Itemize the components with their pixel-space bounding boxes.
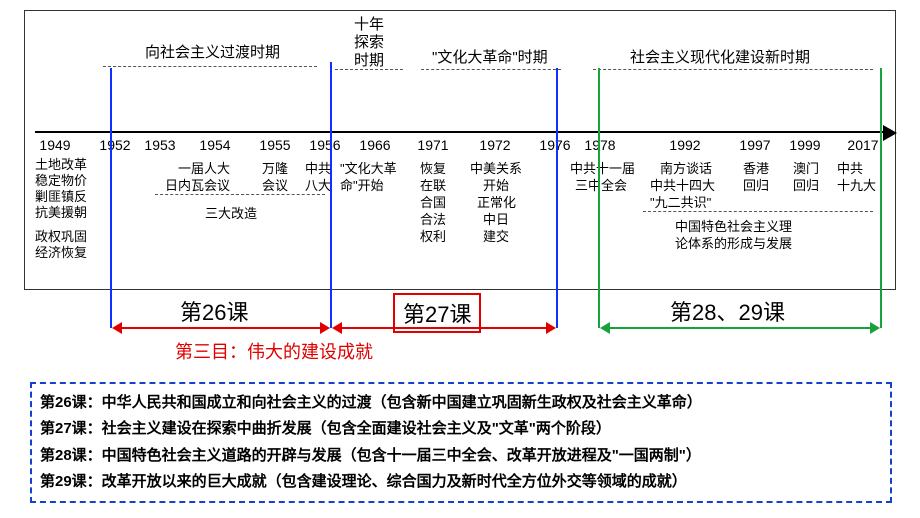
event-1956-2: 八大 (305, 178, 331, 194)
axis-arrow-icon (883, 125, 897, 141)
green-arrow-r (870, 322, 880, 334)
timeline-panel: 向社会主义过渡时期 十年 探索 时期 "文化大革命"时期 社会主义现代化建设新时… (24, 10, 896, 290)
event-1971-3: 合国 (420, 195, 446, 211)
subtitle-red: 第三目：伟大的建设成就 (175, 338, 373, 364)
year-1999: 1999 (789, 137, 820, 153)
year-1953: 1953 (144, 137, 175, 153)
green-line-1978 (598, 68, 600, 328)
event-1972-5: 建交 (483, 229, 509, 245)
year-2017: 2017 (847, 137, 878, 153)
year-1972: 1972 (479, 137, 510, 153)
period-2-line (335, 69, 403, 70)
event-1949-5: 政权巩固 (35, 229, 87, 245)
event-theory-1: 中国特色社会主义理 (675, 219, 792, 235)
event-1949-4: 抗美援朝 (35, 205, 87, 221)
lesson-26-label: 第26课 (180, 295, 248, 327)
year-1954: 1954 (199, 137, 230, 153)
event-1992-3: "九二共识" (650, 195, 711, 211)
event-1972-4: 中日 (483, 212, 509, 228)
red-arrow-r2 (546, 322, 556, 334)
lesson-2829-label: 第28、29课 (670, 295, 785, 327)
event-1949-3: 剿匪镇反 (35, 189, 87, 205)
legend-line-1: 第26课：中华人民共和国成立和向社会主义的过渡（包含新中国建立巩固新生政权及社会… (40, 390, 882, 416)
legend-box: 第26课：中华人民共和国成立和向社会主义的过渡（包含新中国建立巩固新生政权及社会… (30, 382, 892, 503)
period-3-line (421, 69, 561, 70)
event-1955_2: 会议 (262, 178, 288, 194)
green-arrow-l (600, 322, 610, 334)
event-sandai: 三大改造 (205, 206, 257, 222)
event-1971-1: 恢复 (420, 161, 446, 177)
year-1992: 1992 (669, 137, 700, 153)
blue-line-1976 (556, 68, 558, 328)
legend-line-4: 第29课：改革开放以来的巨大成就（包含建设理论、综合国力及新时代全方位外交等领域… (40, 469, 882, 495)
year-1949: 1949 (39, 137, 70, 153)
event-1999-1: 澳门 (793, 161, 819, 177)
year-1952: 1952 (99, 137, 130, 153)
event-1992-1: 南方谈话 (660, 161, 712, 177)
green-arrow-2829 (610, 327, 872, 329)
event-1949-2: 稳定物价 (35, 173, 87, 189)
period-4-line (593, 69, 873, 70)
event-1972-3: 正常化 (477, 195, 516, 211)
red-arrow-26 (122, 327, 328, 329)
legend-line-3: 第28课：中国特色社会主义道路的开辟与发展（包含十一届三中全会、改革开放进程及"… (40, 443, 882, 469)
event-1955-1: 万隆 (262, 161, 288, 177)
period-1-label: 向社会主义过渡时期 (145, 41, 280, 62)
event-1966-1: "文化大革 (340, 161, 397, 177)
event-1972-2: 开始 (483, 178, 509, 194)
event-2017-2: 十九大 (837, 178, 876, 194)
event-1956-1: 中共 (305, 161, 331, 177)
event-1966-2: 命"开始 (340, 178, 384, 194)
red-arrow-27 (342, 327, 548, 329)
period-2-label-c: 时期 (354, 49, 384, 70)
red-arrow-r1 (320, 322, 330, 334)
year-1971: 1971 (417, 137, 448, 153)
event-1971-5: 权利 (420, 229, 446, 245)
period-4-label: 社会主义现代化建设新时期 (630, 46, 810, 67)
year-1966: 1966 (359, 137, 390, 153)
event-1954-1: 一届人大 (178, 161, 230, 177)
year-1956: 1956 (309, 137, 340, 153)
event-1992-2: 中共十四大 (650, 178, 715, 194)
event-1949-1: 土地改革 (35, 157, 87, 173)
event-1999-2: 回归 (793, 178, 819, 194)
event-theory-2: 论体系的形成与发展 (675, 236, 792, 252)
year-1997: 1997 (739, 137, 770, 153)
event-1997-1: 香港 (743, 161, 769, 177)
red-arrow-l1 (112, 322, 122, 334)
year-1978: 1978 (584, 137, 615, 153)
event-1978-2: 三中全会 (575, 178, 627, 194)
event-1997-2: 回归 (743, 178, 769, 194)
year-1976: 1976 (539, 137, 570, 153)
year-1955: 1955 (259, 137, 290, 153)
event-1978-1: 中共十一届 (570, 161, 635, 177)
green-line-2017 (880, 68, 882, 328)
event-1949-6: 经济恢复 (35, 245, 87, 261)
event-1971-2: 在联 (420, 178, 446, 194)
theory-top-line (643, 211, 873, 212)
blue-line-1952 (110, 68, 112, 328)
red-arrow-l2 (332, 322, 342, 334)
event-1972-1: 中美关系 (470, 161, 522, 177)
blue-line-1956 (330, 62, 332, 328)
period-3-label: "文化大革命"时期 (432, 46, 548, 67)
event-2017-1: 中共 (837, 161, 863, 177)
event-1954-2: 日内瓦会议 (165, 178, 230, 194)
timeline-axis (35, 131, 885, 133)
legend-line-2: 第27课：社会主义建设在探索中曲折发展（包含全面建设社会主义及"文革"两个阶段） (40, 416, 882, 442)
period-1-line (103, 66, 317, 67)
sandai-top-line (155, 194, 325, 195)
event-1971-4: 合法 (420, 212, 446, 228)
